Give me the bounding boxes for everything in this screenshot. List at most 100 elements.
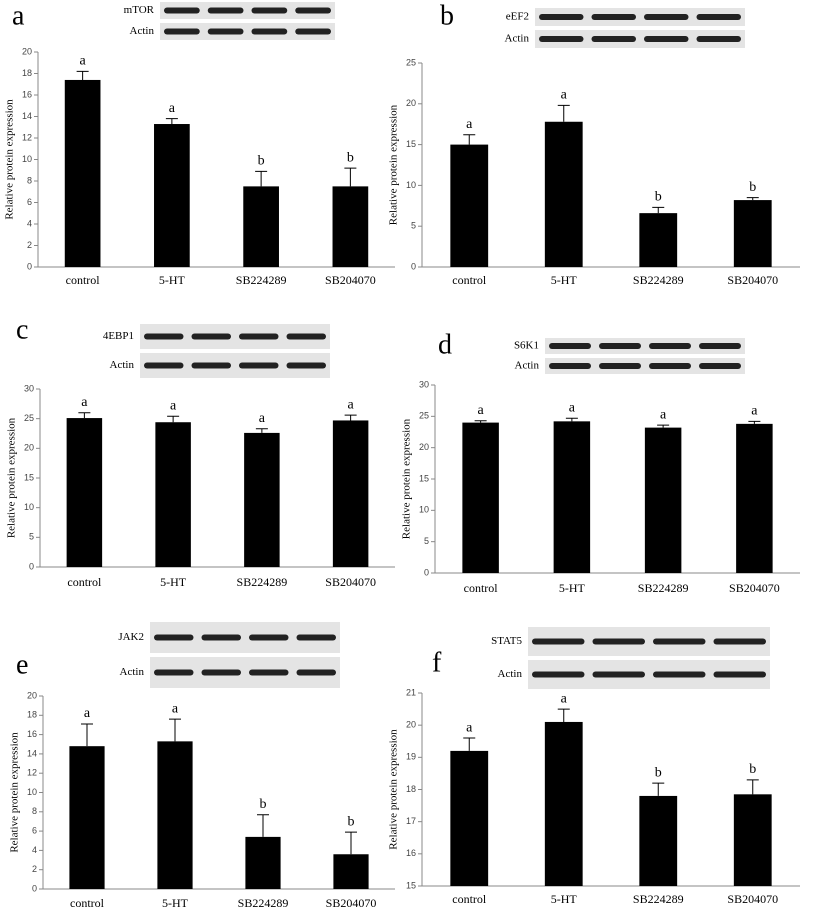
- error-bar: [169, 718, 181, 742]
- blot-band: [201, 669, 241, 676]
- y-tick-label: 20: [419, 442, 429, 452]
- y-tick-label: 0: [32, 883, 37, 893]
- error-bar: [76, 70, 89, 80]
- y-tick-label: 4: [27, 218, 32, 228]
- error-bar: [344, 414, 357, 421]
- x-tick-label: SB224289: [238, 896, 289, 910]
- blot-band: [295, 7, 331, 14]
- y-tick-label: 19: [406, 752, 416, 762]
- blot-band: [549, 363, 591, 369]
- blot-strip: [545, 338, 745, 354]
- x-tick-label: 5-HT: [551, 892, 578, 906]
- error-bar: [255, 170, 268, 187]
- blot-band: [649, 343, 691, 349]
- blot-band: [286, 333, 326, 340]
- blot-band: [592, 671, 645, 678]
- bar: [64, 79, 101, 267]
- y-tick-label: 15: [24, 472, 34, 482]
- error-bar: [463, 134, 476, 145]
- blot-band: [164, 7, 200, 14]
- y-tick-label: 4: [32, 845, 37, 855]
- y-tick-label: 14: [22, 111, 32, 121]
- y-tick-label: 0: [29, 561, 34, 571]
- blot-band: [239, 333, 279, 340]
- error-bar: [557, 104, 570, 122]
- y-tick-label: 18: [406, 784, 416, 794]
- blot-band: [154, 634, 194, 641]
- x-tick-label: 5-HT: [160, 575, 187, 589]
- blot-band: [649, 363, 691, 369]
- blot-band: [207, 7, 244, 14]
- bar: [157, 741, 193, 889]
- bar: [450, 144, 489, 267]
- significance-letter: a: [348, 397, 355, 412]
- blot-label: eEF2: [506, 11, 529, 23]
- bar: [736, 423, 773, 573]
- y-tick-label: 5: [424, 536, 429, 546]
- y-tick-label: 20: [27, 690, 37, 700]
- x-tick-label: SB224289: [633, 273, 684, 287]
- y-axis-label: Relative protein expression: [6, 417, 18, 538]
- y-tick-label: 8: [27, 175, 32, 185]
- significance-letter: a: [561, 88, 568, 103]
- significance-letter: b: [348, 814, 355, 829]
- y-tick-label: 2: [27, 240, 32, 250]
- significance-letter: b: [347, 150, 354, 165]
- bar: [245, 836, 281, 889]
- y-tick-label: 25: [406, 57, 416, 67]
- error-bar: [657, 424, 670, 428]
- blot-label: 4EBP1: [103, 330, 134, 342]
- y-tick-label: 17: [406, 816, 416, 826]
- bar: [544, 121, 583, 267]
- significance-letter: a: [466, 117, 473, 132]
- panel-label: d: [438, 329, 452, 360]
- significance-letter: b: [749, 180, 756, 195]
- blot-label: Actin: [130, 25, 155, 37]
- significance-letter: a: [751, 404, 758, 419]
- blot-band: [249, 634, 289, 641]
- x-tick-label: control: [67, 575, 102, 589]
- blot-band: [599, 343, 641, 349]
- y-axis-label: Relative protein expression: [4, 99, 16, 220]
- significance-letter: a: [84, 706, 91, 721]
- y-tick-label: 18: [27, 710, 37, 720]
- error-bar: [255, 428, 268, 433]
- y-tick-label: 16: [406, 848, 416, 858]
- blot-band: [591, 14, 636, 20]
- blot-band: [164, 28, 200, 35]
- blot-band: [154, 669, 194, 676]
- bar: [733, 794, 772, 886]
- significance-letter: a: [169, 101, 176, 116]
- panel-label: a: [12, 0, 25, 31]
- blot-band: [653, 671, 706, 678]
- error-bar: [165, 118, 178, 125]
- x-tick-label: control: [452, 273, 487, 287]
- blot-label: Actin: [515, 360, 540, 372]
- y-tick-label: 25: [24, 413, 34, 423]
- significance-letter: a: [172, 701, 179, 716]
- blot-band: [696, 36, 741, 42]
- blot-band: [539, 36, 584, 42]
- y-tick-label: 0: [424, 567, 429, 577]
- y-axis-label: Relative protein expression: [401, 418, 413, 539]
- blot-band: [207, 28, 244, 35]
- x-tick-label: SB204070: [727, 892, 778, 906]
- y-tick-label: 16: [22, 89, 32, 99]
- panel-label: c: [16, 314, 28, 345]
- blot-band: [251, 7, 288, 14]
- x-tick-label: SB224289: [236, 273, 287, 287]
- y-tick-label: 20: [406, 720, 416, 730]
- blot-band: [532, 638, 585, 645]
- error-bar: [652, 206, 665, 214]
- blot-band: [713, 638, 766, 645]
- error-bar: [81, 723, 93, 747]
- blot-band: [713, 671, 766, 678]
- error-bar: [474, 420, 487, 423]
- blot-strip: [535, 30, 745, 48]
- blot-label: Actin: [498, 668, 523, 680]
- error-bar: [257, 814, 269, 837]
- blot-band: [699, 343, 741, 349]
- error-bar: [746, 779, 759, 795]
- blot-band: [644, 36, 689, 42]
